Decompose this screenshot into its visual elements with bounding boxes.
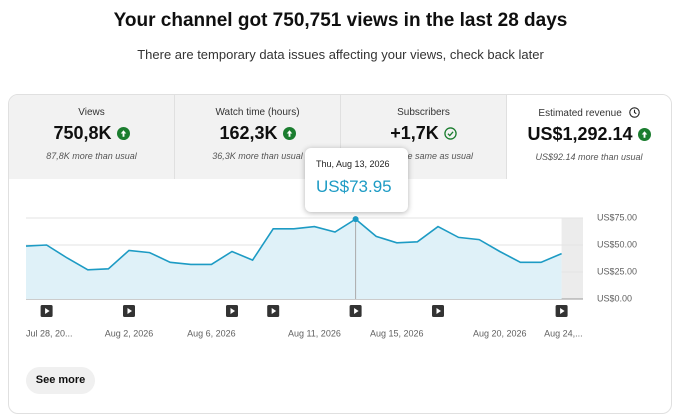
video-marker bbox=[267, 305, 280, 317]
check-icon bbox=[444, 127, 457, 140]
video-marker bbox=[432, 305, 444, 317]
area bbox=[26, 219, 562, 299]
video-marker bbox=[226, 305, 238, 317]
tooltip-value: US$73.95 bbox=[316, 177, 392, 196]
see-more-button[interactable]: See more bbox=[26, 367, 95, 394]
card-label-text: Estimated revenue bbox=[538, 108, 622, 119]
x-tick-label: Aug 6, 2026 bbox=[187, 328, 236, 338]
card-value: +1,7K bbox=[390, 123, 439, 143]
card-note: 36,3K more than usual bbox=[212, 151, 303, 161]
y-tick-label: US$75.00 bbox=[597, 212, 637, 222]
card-value: 750,8K bbox=[53, 123, 112, 143]
x-tick-label: Aug 20, 2026 bbox=[473, 328, 527, 338]
chart: US$0.00 US$25.00 US$50.00 US$75.00 Jul 28, 2… bbox=[25, 212, 637, 338]
future-region bbox=[561, 218, 583, 299]
subtitle: There are temporary data issues affectin… bbox=[137, 47, 544, 62]
card-note: 87,8K more than usual bbox=[46, 151, 137, 161]
card-value: US$1,292.14 bbox=[527, 124, 633, 144]
card-value: 162,3K bbox=[219, 123, 278, 143]
card-label: Watch time (hours) bbox=[215, 107, 300, 118]
x-tick-label: Aug 2, 2026 bbox=[105, 328, 154, 338]
hover-point bbox=[352, 216, 359, 223]
video-marker bbox=[349, 305, 362, 317]
video-marker bbox=[555, 305, 568, 317]
clock-icon bbox=[628, 107, 640, 118]
x-tick-label: Aug 24,... bbox=[544, 328, 583, 338]
title: Your channel got 750,751 views in the la… bbox=[113, 10, 568, 31]
card-note: About the same as usual bbox=[373, 151, 474, 161]
up-icon bbox=[116, 127, 130, 140]
y-tick-label: US$0.00 bbox=[597, 293, 632, 303]
y-tick-label: US$50.00 bbox=[597, 239, 637, 249]
metric-card[interactable]: Estimated revenue US$1,292.14 US$92.14 m… bbox=[507, 95, 671, 179]
card-label: Views bbox=[78, 107, 105, 118]
x-tick-label: Aug 11, 2026 bbox=[288, 328, 341, 338]
video-marker bbox=[123, 305, 135, 317]
tooltip: Thu, Aug 13, 2026 US$73.95 bbox=[305, 148, 408, 212]
x-tick-label: Jul 28, 20... bbox=[26, 328, 73, 338]
card-note: US$92.14 more than usual bbox=[535, 152, 643, 162]
card-label: Estimated revenue bbox=[507, 107, 671, 119]
x-tick-label: Aug 15, 2026 bbox=[370, 328, 424, 338]
line bbox=[25, 218, 562, 271]
up-icon bbox=[282, 127, 296, 140]
tooltip-date: Thu, Aug 13, 2026 bbox=[316, 159, 390, 169]
y-tick-label: US$25.00 bbox=[597, 266, 637, 276]
video-marker bbox=[40, 305, 53, 317]
card-label: Subscribers bbox=[397, 107, 450, 118]
up-icon bbox=[637, 128, 651, 141]
metric-card[interactable]: Views 750,8K 87,8K more than usual bbox=[9, 95, 175, 179]
